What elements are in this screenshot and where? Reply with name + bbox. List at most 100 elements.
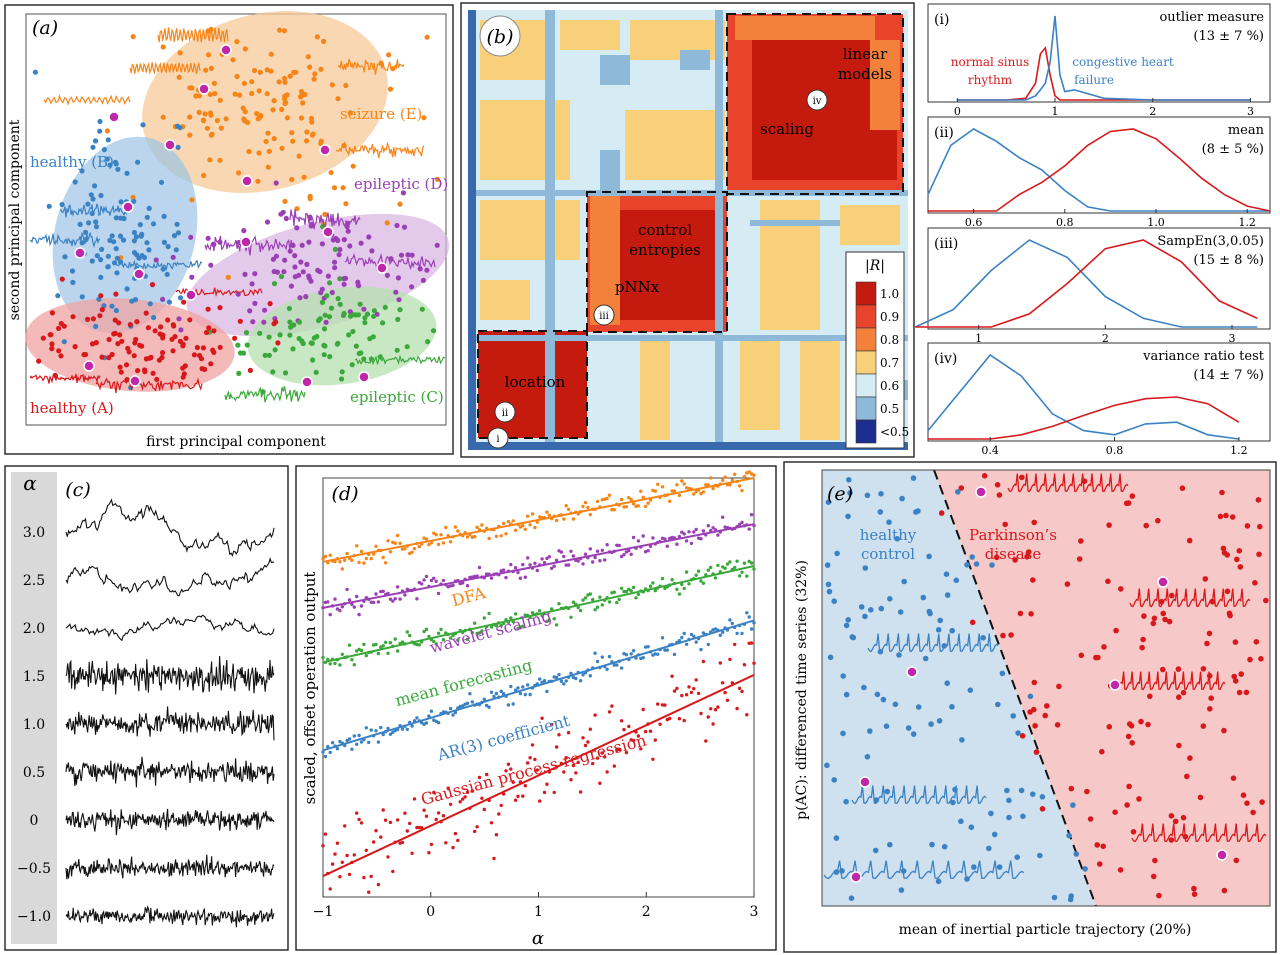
healthy-point — [936, 718, 943, 724]
gait-trace-5 — [851, 785, 987, 805]
block-label-control: control — [638, 221, 692, 239]
healthy-point — [935, 878, 942, 885]
series-point-4 — [417, 825, 421, 830]
series-point-4 — [367, 890, 371, 894]
series-point-0 — [627, 496, 631, 500]
scatter-point-3 — [266, 334, 272, 340]
series-point-4 — [725, 698, 730, 702]
series-point-1 — [682, 532, 686, 536]
scatter-point-1 — [140, 122, 146, 128]
series-point-1 — [716, 533, 720, 537]
scatter-point-0 — [290, 138, 296, 144]
scatter-point-1 — [166, 299, 172, 305]
healthy-point — [864, 492, 871, 499]
healthy-point — [845, 513, 851, 520]
series-point-1 — [617, 543, 621, 548]
scatter-point-2 — [405, 252, 411, 258]
series-point-0 — [453, 525, 458, 529]
scatter-point-0 — [241, 80, 247, 86]
series-point-0 — [547, 513, 551, 517]
density-curve — [928, 396, 1240, 440]
scatter-point-3 — [319, 299, 325, 305]
scatter-point-4 — [160, 350, 166, 356]
series-point-0 — [660, 485, 665, 489]
heatmap-block-20 — [545, 10, 555, 450]
distribution-tick-label: 0.6 — [965, 216, 983, 229]
healthy-point — [928, 721, 934, 727]
parkinsons-point — [1126, 783, 1132, 790]
healthy-point — [1015, 730, 1021, 736]
series-point-0 — [545, 510, 549, 514]
parkinsons-point — [1017, 610, 1024, 617]
scatter-point-2 — [337, 246, 343, 253]
series-point-2 — [424, 627, 429, 631]
series-point-4 — [591, 761, 595, 766]
series-point-3 — [369, 728, 373, 732]
series-point-1 — [740, 520, 744, 525]
series-point-3 — [528, 692, 532, 697]
series-point-2 — [680, 582, 684, 587]
scatter-point-3 — [277, 332, 283, 338]
scatter-point-0 — [282, 198, 288, 204]
scatter-point-0 — [257, 114, 263, 120]
scatter-point-2 — [306, 273, 312, 279]
series-point-4 — [355, 811, 359, 815]
series-point-0 — [733, 472, 737, 476]
series-point-1 — [636, 539, 641, 543]
scatter-point-3 — [353, 312, 359, 318]
series-point-3 — [451, 713, 455, 717]
scatter-point-0 — [207, 157, 213, 163]
series-point-2 — [395, 649, 400, 653]
distribution-tick-label: 1.2 — [1238, 216, 1256, 229]
series-point-1 — [627, 548, 631, 553]
distribution-tick-label: 0.4 — [981, 444, 999, 457]
scatter-point-4 — [135, 368, 141, 374]
series-point-2 — [347, 643, 352, 647]
scatter-point-0 — [207, 91, 213, 97]
scatter-point-2 — [420, 277, 426, 283]
scatter-point-4 — [205, 306, 211, 312]
scatter-point-1 — [177, 125, 183, 131]
series-point-4 — [376, 882, 381, 887]
healthy-point — [840, 730, 846, 737]
healthy-point — [959, 737, 965, 743]
series-point-4 — [333, 852, 337, 856]
series-point-4 — [323, 832, 328, 836]
distribution-tick-label: 3 — [1229, 332, 1236, 345]
highlighted-sample-12 — [376, 262, 388, 274]
highlighted-subject-6 — [850, 871, 862, 883]
series-point-1 — [542, 561, 547, 565]
series-point-0 — [441, 541, 446, 545]
density-curve — [915, 239, 1258, 328]
series-point-4 — [504, 769, 508, 773]
series-point-0 — [533, 525, 537, 530]
highlighted-sample-8 — [240, 236, 252, 248]
scatter-point-0 — [177, 50, 183, 56]
healthy-point — [999, 670, 1006, 677]
series-point-3 — [335, 747, 340, 751]
distribution-tick-label: 0 — [954, 105, 961, 118]
scatter-point-4 — [85, 316, 91, 322]
series-point-4 — [617, 747, 621, 752]
series-point-4 — [458, 800, 462, 804]
distribution-tick-label: 1.2 — [1230, 444, 1248, 457]
alpha-label: 0.5 — [23, 765, 45, 781]
scatter-point-1 — [113, 215, 119, 221]
series-point-0 — [562, 517, 566, 521]
series-point-3 — [680, 635, 684, 640]
series-point-2 — [538, 609, 542, 613]
healthy-point — [864, 754, 871, 760]
parkinsons-point — [1202, 576, 1209, 582]
parkinsons-point — [1217, 513, 1224, 520]
series-point-4 — [598, 781, 602, 785]
parkinsons-point — [1200, 723, 1207, 729]
series-point-3 — [381, 732, 385, 737]
series-point-1 — [559, 550, 564, 554]
scatter-point-1 — [146, 205, 152, 211]
parkinsons-point — [1187, 755, 1193, 761]
scatter-point-3 — [367, 336, 373, 342]
distribution-tick-label: 1 — [975, 332, 982, 345]
parkinsons-point — [1166, 618, 1173, 625]
scatter-point-4 — [93, 340, 99, 346]
series-label-mean-forecasting: mean forecasting — [393, 655, 534, 710]
